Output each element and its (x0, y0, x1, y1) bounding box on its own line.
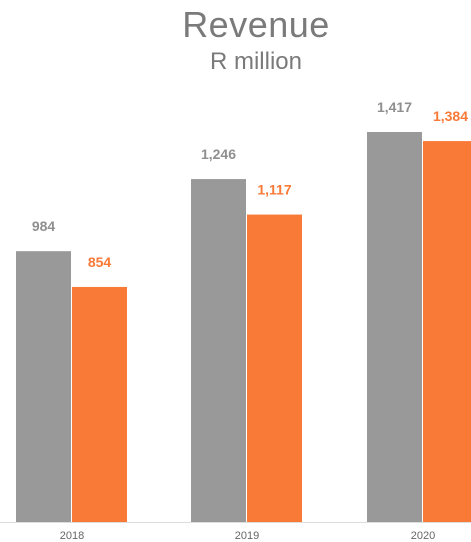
data-label-2018-series-2: 854 (88, 254, 112, 270)
bar-2019-series-2 (247, 214, 302, 523)
data-label-2019-series-2: 1,117 (257, 182, 291, 198)
data-label-2019-series-1: 1,246 (201, 146, 236, 162)
chart-title: Revenue (182, 4, 330, 45)
bar-2020-series-1 (367, 132, 422, 522)
x-tick-label-2018: 2018 (60, 530, 84, 542)
bar-2020-series-2 (423, 141, 471, 522)
bar-2019-series-1 (191, 179, 246, 523)
bar-2018-series-1 (16, 251, 71, 522)
data-label-2020-series-1: 1,417 (377, 99, 412, 115)
x-tick-label-2020: 2020 (411, 530, 435, 542)
x-tick-label-2019: 2019 (235, 530, 259, 542)
chart-subtitle: R million (209, 48, 302, 75)
data-label-2020-series-2: 1,384 (433, 108, 468, 124)
bar-2018-series-2 (72, 286, 127, 522)
data-label-2018-series-1: 984 (32, 218, 56, 234)
